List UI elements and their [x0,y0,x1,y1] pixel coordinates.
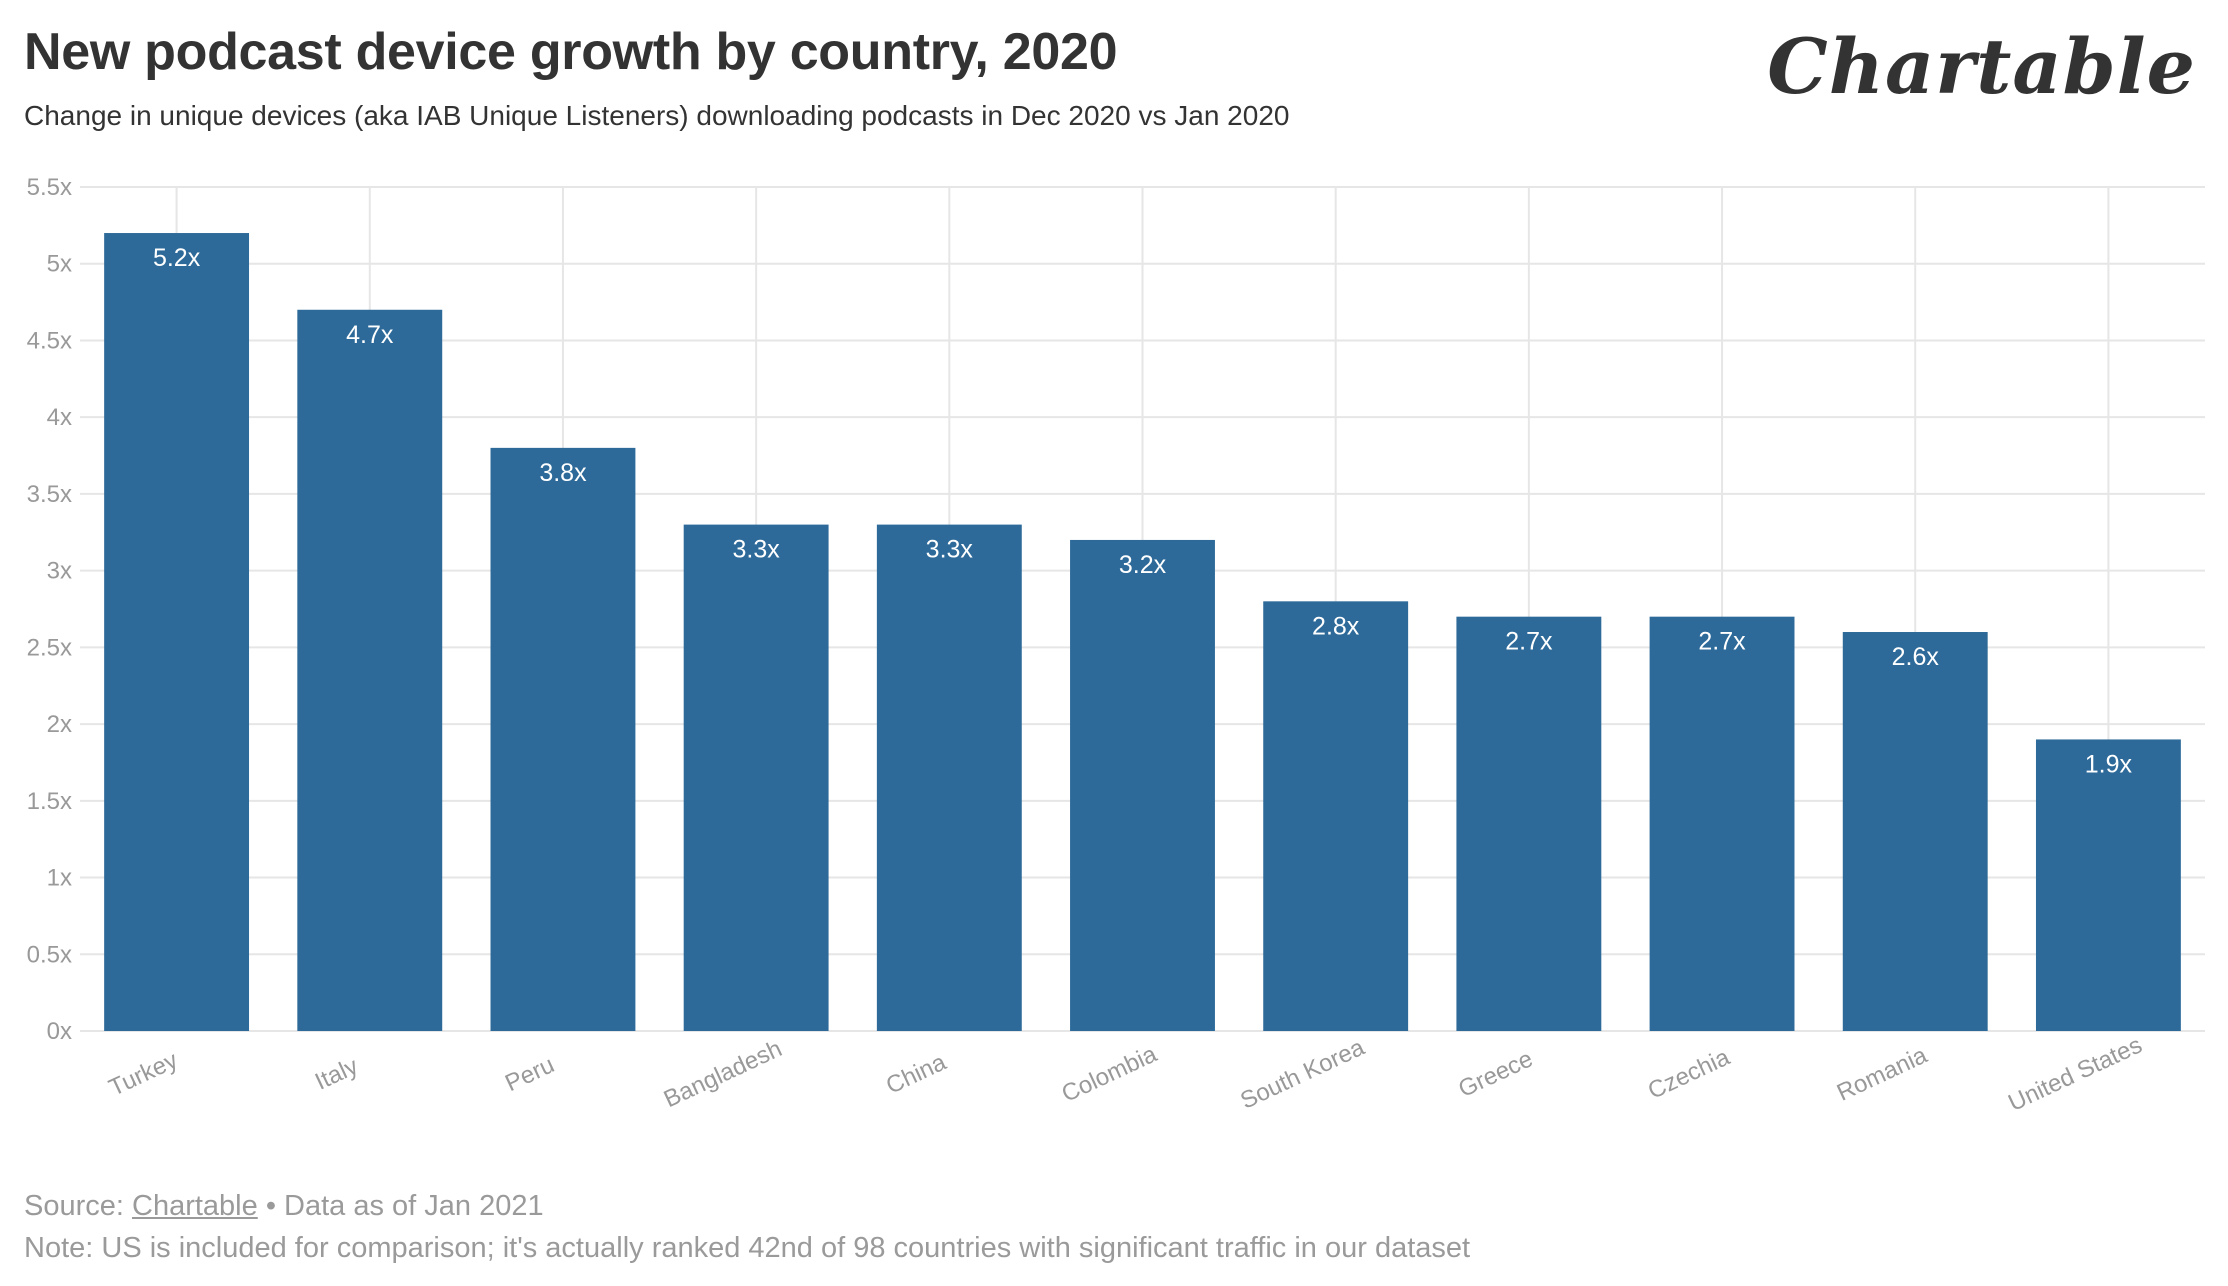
bar [683,524,829,1031]
bar-value-label: 2.6x [1892,643,1940,671]
x-tick-label: Italy [311,1053,362,1096]
x-tick-label: Bangladesh [660,1035,786,1113]
bar-value-label: 5.2x [153,244,201,272]
bar [104,233,250,1031]
source-line: Source: Chartable • Data as of Jan 2021 [24,1190,544,1223]
y-tick-label: 5.5x [27,174,72,201]
bars: 5.2x 4.7x 3.8x 3.3x 3.3x 3.2x 2.8x 2.7x 2.7x 2.6x… [104,233,2181,1031]
y-tick-label: 4x [47,404,72,431]
x-tick-label: South Korea [1236,1033,1369,1114]
bar-value-label: 3.2x [1119,551,1167,579]
bar [1842,632,1988,1031]
y-tick-label: 3.5x [27,481,72,508]
bar [490,447,636,1031]
x-tick-label: Greece [1454,1045,1537,1103]
bar-value-label: 2.7x [1505,628,1553,656]
y-tick-label: 4.5x [27,327,72,354]
bar-value-label: 2.8x [1312,612,1360,640]
bar-value-label: 3.3x [733,536,781,564]
x-tick-label: Colombia [1058,1040,1162,1108]
x-tick-label: Czechia [1644,1043,1735,1104]
source-link[interactable]: Chartable [132,1190,258,1222]
chart-subtitle: Change in unique devices (aka IAB Unique… [24,100,1290,131]
source-prefix: Source: [24,1190,124,1222]
bar-value-label: 2.7x [1698,628,1746,656]
bar [1070,539,1215,1031]
x-tick-label: Romania [1833,1041,1932,1106]
y-tick-label: 0.5x [27,941,72,968]
y-tick-label: 1.5x [27,788,72,815]
x-tick-label: Turkey [105,1047,182,1102]
y-tick-label: 3x [47,558,72,585]
x-tick-label: United States [2004,1032,2146,1117]
bar [297,309,443,1031]
x-axis-ticks: Turkey Italy Peru Bangladesh China Colombia So… [105,1032,2146,1117]
bar-value-label: 3.3x [926,536,974,564]
y-axis-ticks: 0x 0.5x 1x 1.5x 2x 2.5x 3x 3.5x 4x 4.5x 5x 5.5x [27,174,72,1045]
x-tick-label: Peru [501,1051,558,1097]
bar [1649,616,1795,1031]
bar-value-label: 1.9x [2085,750,2133,778]
y-tick-label: 2x [47,711,72,738]
bar [2035,739,2181,1031]
bar [876,524,1022,1031]
y-tick-label: 5x [47,251,72,278]
y-tick-label: 1x [47,865,72,892]
bar-chart: 0x 0.5x 1x 1.5x 2x 2.5x 3x 3.5x 4x 4.5x 5x 5.5x 5.2… [27,174,2205,1117]
bar-value-label: 3.8x [539,459,587,487]
bar [1456,616,1602,1031]
bar-value-label: 4.7x [346,321,394,349]
footnote: Note: US is included for comparison; it'… [24,1232,1471,1264]
source-suffix: • Data as of Jan 2021 [265,1190,544,1222]
x-tick-label: China [882,1048,951,1099]
chart-title: New podcast device growth by country, 20… [24,23,1118,81]
bar [1263,601,1409,1031]
y-tick-label: 2.5x [27,634,72,661]
y-tick-label: 0x [47,1018,72,1045]
chartable-logo: Chartable [1767,22,2196,111]
